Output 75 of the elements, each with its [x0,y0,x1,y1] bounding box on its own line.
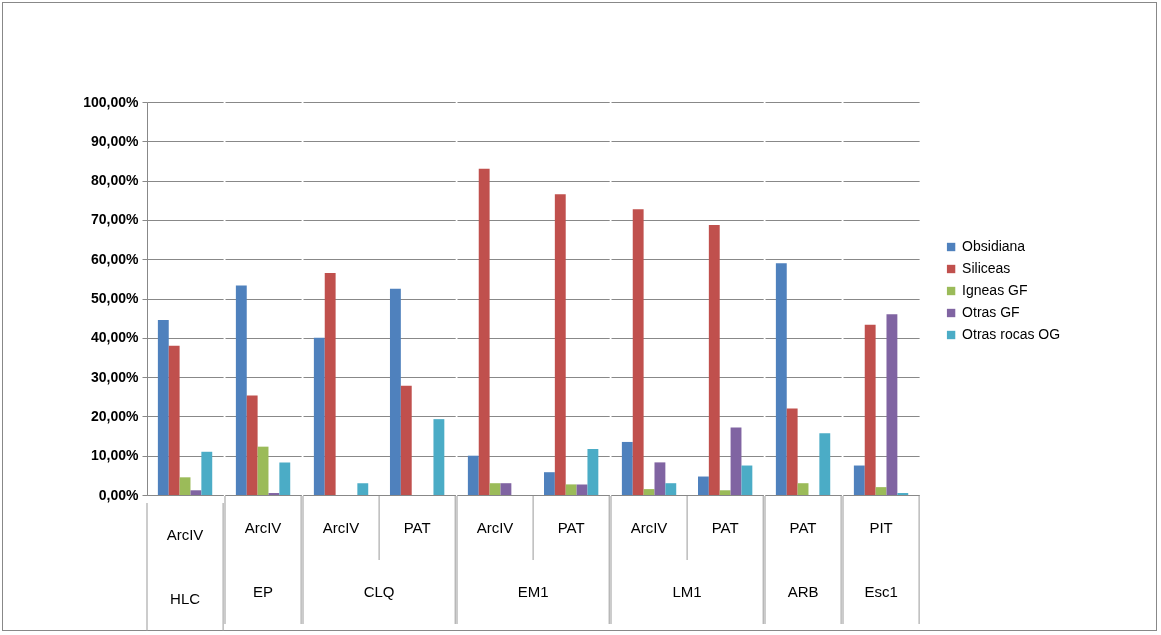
bar [565,484,577,495]
y-tick-label: 30,00% [91,368,140,385]
bar [886,314,898,495]
y-tick-label: 10,00% [91,447,140,464]
bar [246,395,258,495]
bar [819,433,831,495]
bar [389,288,401,495]
x-tick-label: PIT [869,519,893,536]
x-tick-label: ArcIV [166,526,204,543]
bar [400,385,412,495]
bar [467,455,479,495]
legend-label: Otras rocas OG [962,326,1061,342]
legend-label: Obsidiana [962,238,1026,254]
bar [654,462,666,495]
y-tick-label: 20,00% [91,407,140,424]
bar [324,272,336,495]
x-axis-title: EM1 [517,583,549,600]
bar [168,345,180,495]
y-tick-label: 80,00% [91,172,140,189]
x-tick-label: ArcIV [322,519,360,536]
bar [500,483,512,495]
bar [797,483,809,495]
y-tick-label: 90,00% [91,132,140,149]
bar [632,209,644,495]
bar [257,446,269,495]
x-tick-label: PAT [789,519,817,536]
bar [576,484,588,495]
bar [730,427,742,495]
x-axis-title: HLC [170,590,201,607]
bar [235,285,247,495]
y-tick-label: 40,00% [91,329,140,346]
bar [786,408,798,495]
bar [157,320,169,495]
bar [741,465,753,495]
bar [697,476,709,495]
x-axis-title: EP [253,583,274,600]
bar [853,465,865,495]
x-tick-label: ArcIV [244,519,282,536]
x-axis-title: Esc1 [864,583,898,600]
bar [279,462,291,495]
x-tick-label: PAT [711,519,739,536]
bar [665,483,677,495]
bar [489,483,501,495]
bar [313,337,325,495]
bar [621,441,633,495]
bar [719,490,731,495]
y-tick-label: 60,00% [91,250,140,267]
x-axis-title: LM1 [672,583,702,600]
bar [864,324,876,495]
bar [478,168,490,495]
bar [708,225,720,495]
bar [357,483,369,495]
legend-label: Igneas GF [962,282,1028,298]
bar [554,194,566,495]
x-tick-label: PAT [403,519,431,536]
y-tick-label: 50,00% [91,290,140,306]
legend-label: Siliceas [962,260,1011,276]
bar [643,489,655,495]
bar [875,487,887,495]
y-tick-label: 70,00% [91,211,140,228]
legend-label: Otras GF [962,304,1020,320]
bar [433,419,445,495]
y-tick-label: 100,00% [83,93,140,110]
x-tick-label: PAT [557,519,585,536]
bar [587,449,599,495]
bar [775,263,787,495]
x-axis-title: CLQ [363,583,395,600]
x-tick-label: ArcIV [476,519,514,536]
x-axis-title: ARB [787,583,819,600]
x-tick-label: ArcIV [630,519,668,536]
bar [201,451,213,495]
y-tick-label: 0,00% [98,486,140,503]
bar [543,472,555,495]
bar [190,490,202,495]
bar [179,477,191,495]
